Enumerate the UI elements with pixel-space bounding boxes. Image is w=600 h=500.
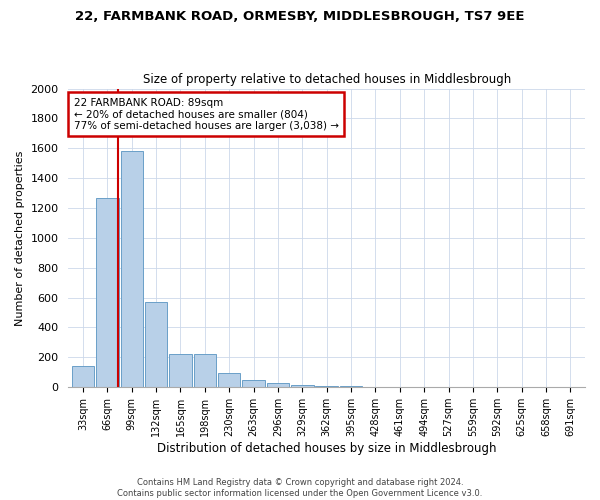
Bar [291, 385, 314, 387]
Bar [194, 354, 216, 387]
Bar [121, 152, 143, 387]
Bar [242, 380, 265, 387]
Bar [340, 386, 362, 387]
X-axis label: Distribution of detached houses by size in Middlesbrough: Distribution of detached houses by size … [157, 442, 496, 455]
Bar [169, 354, 192, 387]
Text: 22, FARMBANK ROAD, ORMESBY, MIDDLESBROUGH, TS7 9EE: 22, FARMBANK ROAD, ORMESBY, MIDDLESBROUG… [75, 10, 525, 23]
Bar [96, 198, 119, 387]
Bar [267, 384, 289, 387]
Y-axis label: Number of detached properties: Number of detached properties [15, 150, 25, 326]
Bar [316, 386, 338, 387]
Title: Size of property relative to detached houses in Middlesbrough: Size of property relative to detached ho… [143, 73, 511, 86]
Text: 22 FARMBANK ROAD: 89sqm
← 20% of detached houses are smaller (804)
77% of semi-d: 22 FARMBANK ROAD: 89sqm ← 20% of detache… [74, 98, 338, 130]
Bar [72, 366, 94, 387]
Bar [218, 373, 241, 387]
Bar [145, 302, 167, 387]
Text: Contains HM Land Registry data © Crown copyright and database right 2024.
Contai: Contains HM Land Registry data © Crown c… [118, 478, 482, 498]
